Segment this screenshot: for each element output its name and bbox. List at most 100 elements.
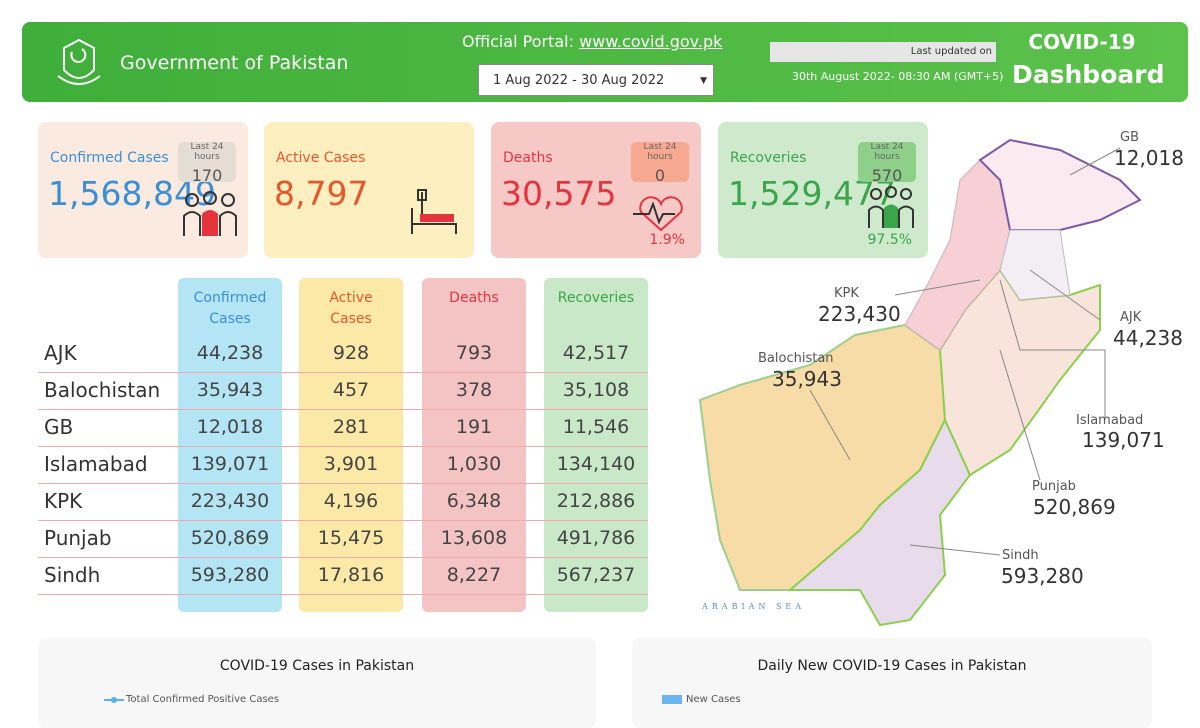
cell: 491,786 — [556, 527, 636, 549]
row-line — [38, 594, 648, 595]
last24: Last 24 hours 570 — [858, 142, 916, 185]
column-header: Active Cases — [299, 288, 403, 330]
cell: 191 — [455, 416, 493, 438]
card-title: Recoveries — [730, 150, 807, 166]
card-title: Active Cases — [276, 150, 366, 166]
card-title: Deaths — [503, 150, 553, 166]
last24-label: Last 24 hours — [643, 142, 677, 162]
header-line: Recoveries — [557, 290, 635, 306]
cell: 1,030 — [446, 453, 502, 475]
cell: 520,869 — [190, 527, 270, 549]
last24: Last 24 hours 0 — [631, 142, 689, 185]
region: GB — [44, 415, 74, 439]
map-label: AJK — [1120, 310, 1142, 325]
header-line: Confirmed — [193, 290, 267, 306]
cell: 4,196 — [323, 490, 379, 512]
row-line — [38, 409, 648, 410]
map-label: KPK — [834, 286, 859, 301]
card-value: 30,575 — [501, 174, 617, 213]
last24-label: Last 24 hours — [190, 142, 224, 162]
sindh — [787, 417, 972, 627]
cell: 139,071 — [190, 453, 270, 475]
cell: 928 — [332, 342, 370, 364]
card-title: Confirmed Cases — [50, 150, 169, 166]
cell: 8,227 — [446, 564, 502, 586]
map-value: 520,869 — [1033, 495, 1116, 519]
date-select[interactable]: 1 Aug 2022 - 30 Aug 2022 ▼ — [478, 64, 714, 96]
header-line: Cases — [330, 311, 372, 327]
gb — [978, 138, 1142, 231]
map-label: Islamabad — [1076, 413, 1144, 428]
portal-label: Official Portal: — [462, 32, 574, 51]
recovered-icon — [868, 186, 914, 228]
row-line — [38, 520, 648, 521]
cell: 35,108 — [562, 379, 630, 401]
title: Government of Pakistan — [120, 52, 349, 74]
cell: 12,018 — [196, 416, 264, 438]
map-label: Sindh — [1002, 548, 1039, 563]
cell: 793 — [455, 342, 493, 364]
map: ARABIAN SEA — [698, 138, 1142, 627]
column-bg — [299, 278, 403, 612]
last24-value: 0 — [654, 166, 666, 185]
header-line: Active — [329, 290, 373, 306]
date-range: 1 Aug 2022 - 30 Aug 2022 — [493, 73, 665, 88]
cell: 281 — [332, 416, 370, 438]
chart-panel: Daily New COVID-19 Cases in Pakistan New… — [632, 638, 1152, 728]
column-header: Recoveries — [544, 288, 648, 309]
percent: 1.9% — [649, 232, 685, 248]
cell: 567,237 — [556, 564, 636, 586]
active-card: Active Cases 8,797 — [264, 122, 474, 258]
column-bg — [544, 278, 648, 612]
last24-value: 570 — [871, 166, 903, 185]
cell: 378 — [455, 379, 493, 401]
map-label: GB — [1120, 130, 1139, 145]
region: Islamabad — [44, 452, 148, 476]
portal: Official Portal: www.covid.gov.pk — [462, 32, 722, 51]
last24: Last 24 hours 170 — [178, 142, 236, 185]
last-updated-label: Last updated on — [770, 42, 996, 62]
chart-title: Daily New COVID-19 Cases in Pakistan — [757, 658, 1027, 674]
heart-icon — [633, 196, 683, 232]
last24-label: Last 24 hours — [870, 142, 904, 162]
row-line — [38, 446, 648, 447]
row-line — [38, 483, 648, 484]
region: AJK — [44, 341, 77, 365]
portal-link[interactable]: www.covid.gov.pk — [579, 32, 723, 51]
row-line — [38, 372, 648, 373]
chart-panel: COVID-19 Cases in Pakistan Total Confirm… — [38, 638, 596, 728]
dashboard-title-2: Dashboard — [1012, 60, 1165, 89]
chart-title: COVID-19 Cases in Pakistan — [219, 658, 415, 674]
percent: 97.5% — [867, 232, 912, 248]
row-line — [38, 557, 648, 558]
map-value: 223,430 — [818, 302, 901, 326]
last-updated: 30th August 2022- 08:30 AM (GMT+5) — [792, 70, 1004, 83]
header-line: Cases — [209, 311, 251, 327]
deaths-card: Deaths 30,575 Last 24 hours 0 1.9% — [491, 122, 701, 258]
map-value: 12,018 — [1114, 146, 1184, 170]
cell: 134,140 — [556, 453, 636, 475]
legend-label: New Cases — [686, 694, 741, 705]
column-bg — [422, 278, 526, 612]
dashboard-title-1: COVID-19 — [1028, 30, 1136, 54]
sea-label: ARABIAN SEA — [701, 602, 805, 611]
header: Government of Pakistan Official Portal: … — [22, 22, 1188, 102]
map-label: Punjab — [1032, 479, 1076, 494]
bed-icon — [411, 189, 457, 234]
legend-label: Total Confirmed Positive Cases — [126, 694, 280, 705]
cell: 11,546 — [562, 416, 630, 438]
legend-swatch — [104, 697, 124, 703]
cell: 17,816 — [317, 564, 385, 586]
last24-value: 170 — [191, 166, 223, 185]
cell: 44,238 — [196, 342, 264, 364]
cell: 593,280 — [190, 564, 270, 586]
confirmed-card: Confirmed Cases 1,568,849 Last 24 hours 1… — [38, 122, 248, 258]
map-value: 593,280 — [1001, 564, 1084, 588]
header-line: Deaths — [449, 290, 499, 306]
cell: 457 — [332, 379, 370, 401]
map-label: Balochistan — [758, 351, 834, 366]
cell: 42,517 — [562, 342, 630, 364]
column-header: Deaths — [422, 288, 526, 309]
column-bg — [178, 278, 282, 612]
region: Sindh — [44, 563, 101, 587]
